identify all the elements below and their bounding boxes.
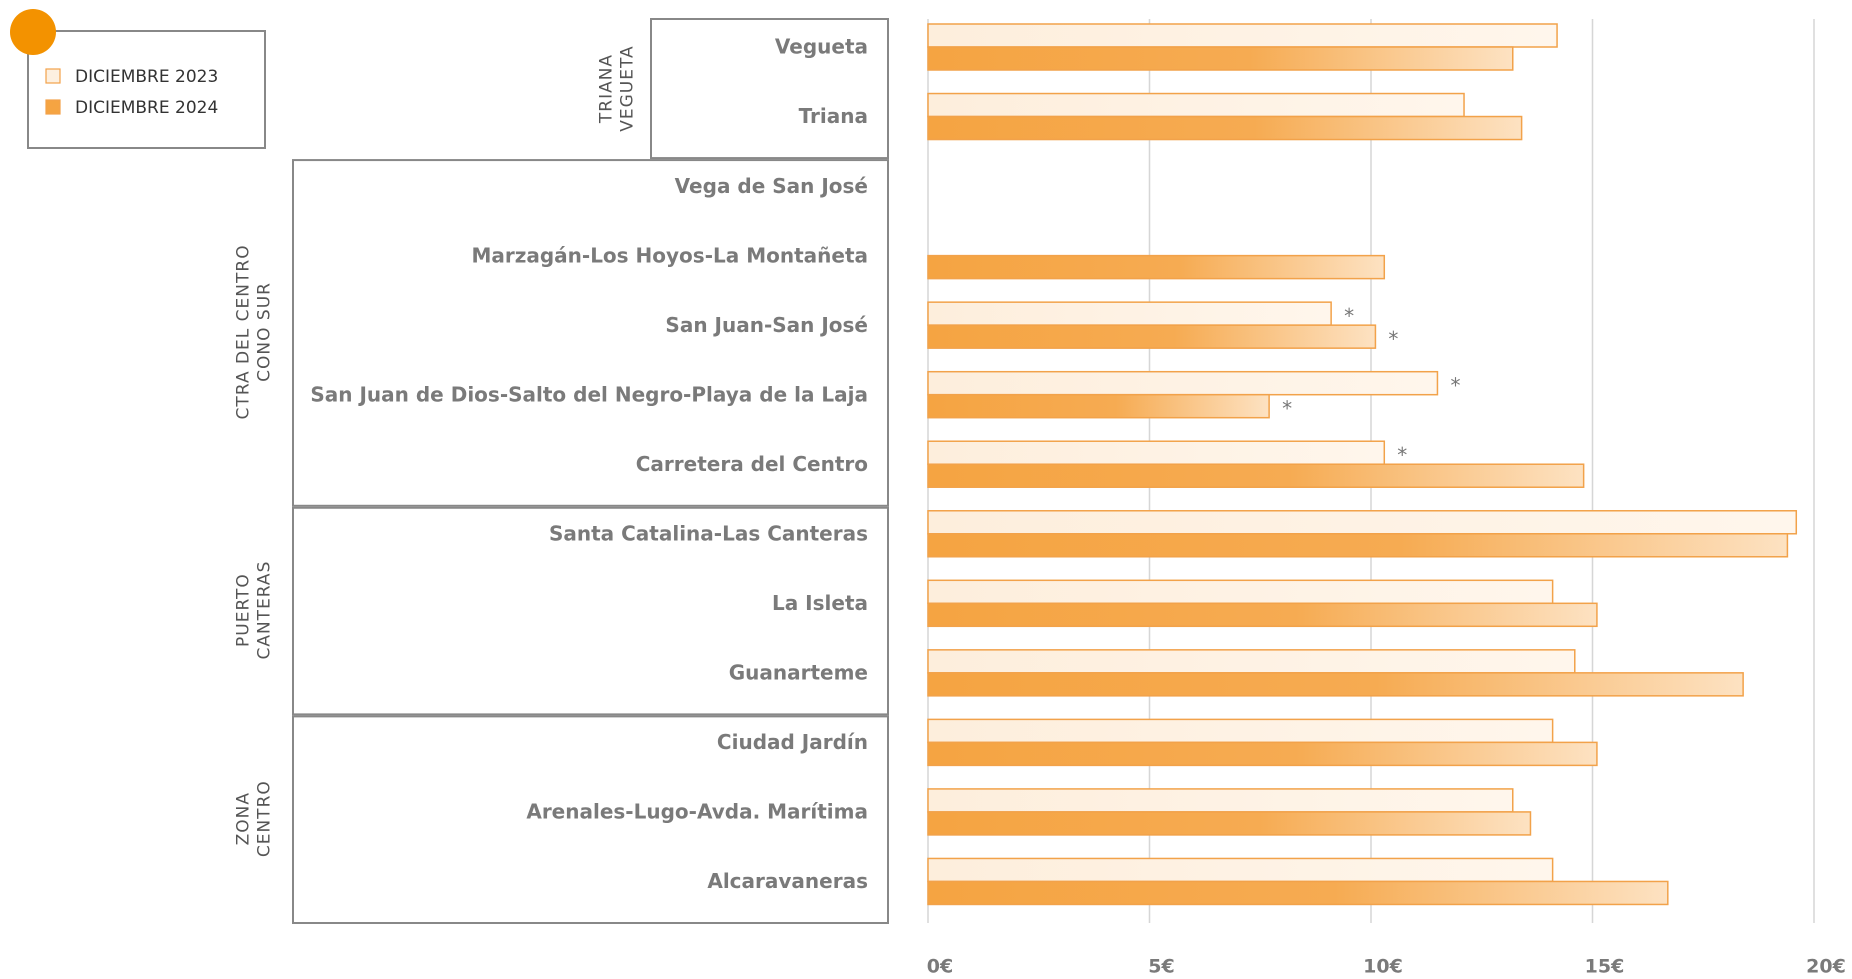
group-label: CANTERAS: [255, 561, 275, 660]
category-label: San Juan de Dios-Salto del Negro-Playa d…: [310, 382, 868, 406]
group-label: CENTRO: [255, 780, 275, 857]
group-label: TRIANA: [597, 54, 617, 124]
bar: [927, 579, 1554, 605]
category-label: San Juan-San José: [665, 313, 868, 337]
bar: [927, 370, 1439, 396]
category-label: Marzagán-Los Hoyos-La Montañeta: [471, 243, 868, 267]
group-label: ZONA: [234, 792, 254, 845]
category-label: Triana: [799, 104, 868, 128]
legend-swatch: [45, 68, 61, 84]
bar: [927, 880, 1669, 906]
bar: [927, 324, 1377, 349]
x-tick-label: 20€: [1806, 956, 1846, 978]
x-tick-label: 15€: [1585, 956, 1625, 978]
bar: [927, 23, 1558, 48]
category-label: Vega de San José: [675, 174, 868, 198]
bar: [927, 254, 1386, 280]
legend-label: DICIEMBRE 2024: [75, 98, 218, 118]
bar: [927, 857, 1554, 883]
category-label: Carretera del Centro: [636, 452, 868, 476]
legend-swatch: [45, 99, 61, 115]
category-label: Alcaravaneras: [707, 869, 868, 893]
x-tick-label: 0€: [927, 956, 953, 978]
category-label: Vegueta: [775, 35, 868, 59]
bar: [927, 788, 1514, 813]
bar: [927, 92, 1465, 118]
bar: [927, 440, 1386, 465]
group-label: PUERTO: [234, 573, 254, 647]
bar: [927, 115, 1523, 141]
note-mark: *: [1450, 374, 1460, 398]
note-mark: *: [1282, 397, 1292, 421]
legend-box: [27, 30, 266, 149]
bar: [927, 301, 1332, 326]
bar: [927, 741, 1598, 767]
category-label: Arenales-Lugo-Avda. Marítima: [526, 800, 868, 824]
legend-label: DICIEMBRE 2023: [75, 67, 218, 87]
note-mark: *: [1344, 304, 1354, 328]
x-tick-label: 10€: [1363, 956, 1403, 978]
bar: [927, 718, 1554, 744]
group-label: CONO SUR: [255, 282, 275, 382]
note-mark: *: [1397, 443, 1407, 467]
bar: [927, 602, 1598, 628]
decor-dot: [10, 9, 56, 55]
bar: [927, 463, 1585, 488]
group-box: [650, 18, 889, 160]
bar: [927, 510, 1798, 535]
category-label: La Isleta: [772, 591, 868, 615]
bar: [927, 533, 1789, 558]
bar: [927, 649, 1576, 674]
x-tick-label: 5€: [1148, 956, 1174, 978]
note-mark: *: [1388, 327, 1398, 351]
category-label: Guanarteme: [729, 661, 868, 685]
group-box: [292, 159, 889, 507]
group-box: [292, 715, 889, 925]
group-label: CTRA DEL CENTRO: [234, 244, 254, 419]
category-label: Santa Catalina-Las Canteras: [549, 521, 868, 545]
group-box: [292, 506, 889, 716]
bar: [927, 393, 1270, 419]
group-label: VEGUETA: [618, 45, 638, 131]
bar: [927, 811, 1532, 836]
bar: [927, 46, 1514, 71]
category-label: Ciudad Jardín: [717, 730, 868, 754]
bar: [927, 672, 1744, 697]
